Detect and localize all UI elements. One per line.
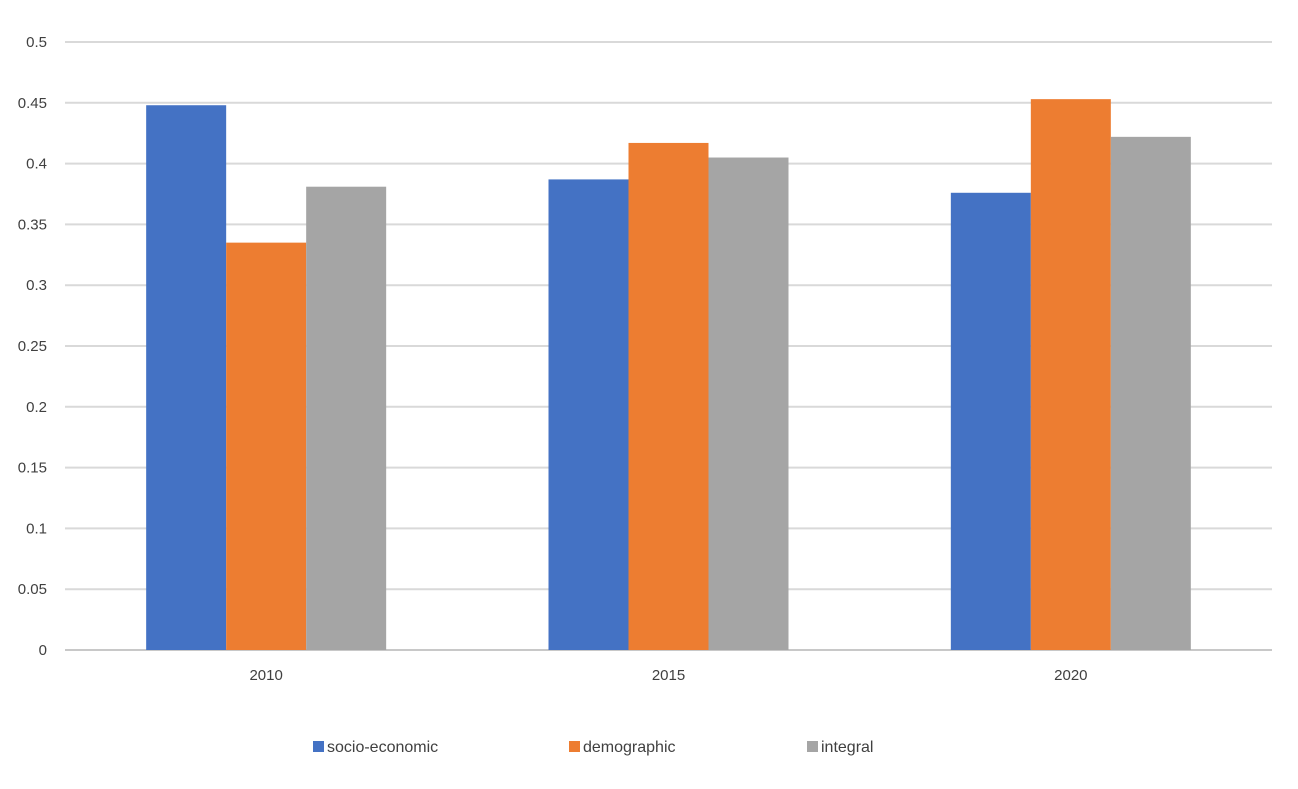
bar-integral-2010 xyxy=(306,186,387,651)
legend-swatch xyxy=(313,741,324,752)
legend-swatch xyxy=(807,741,818,752)
bar-demographic-2010 xyxy=(226,242,307,650)
legend-label: integral xyxy=(821,739,873,756)
y-tick-label: 0.35 xyxy=(18,216,47,233)
bar-integral-2015 xyxy=(708,157,789,650)
bar-integral-2020 xyxy=(1110,136,1191,650)
bar-socio-economic-2020 xyxy=(950,192,1031,650)
y-tick-label: 0.1 xyxy=(26,520,47,537)
legend: socio-economic demographic integral xyxy=(313,739,873,756)
y-tick-label: 0.4 xyxy=(26,156,47,173)
y-tick-label: 0.15 xyxy=(18,460,47,477)
bar-demographic-2015 xyxy=(628,142,709,651)
legend-swatch xyxy=(569,741,580,752)
y-tick-label: 0.05 xyxy=(18,581,47,598)
y-tick-label: 0 xyxy=(39,642,47,659)
x-tick-label: 2015 xyxy=(652,667,685,684)
y-tick-label: 0.5 xyxy=(26,34,47,51)
bar-socio-economic-2015 xyxy=(548,179,629,650)
x-axis: 2010 2015 2020 xyxy=(249,667,1087,684)
bar-demographic-2020 xyxy=(1030,99,1111,651)
legend-label: demographic xyxy=(583,739,676,756)
y-tick-label: 0.25 xyxy=(18,338,47,355)
y-tick-label: 0.45 xyxy=(18,95,47,112)
y-axis: 0 0.05 0.1 0.15 0.2 0.25 0.3 0.35 0.4 0.45 0.5 xyxy=(18,34,47,659)
y-tick-label: 0.2 xyxy=(26,399,47,416)
bar-socio-economic-2010 xyxy=(146,105,227,651)
y-tick-label: 0.3 xyxy=(26,277,47,294)
bars xyxy=(146,99,1191,651)
x-tick-label: 2020 xyxy=(1054,667,1087,684)
x-tick-label: 2010 xyxy=(249,667,282,684)
legend-label: socio-economic xyxy=(327,739,438,756)
